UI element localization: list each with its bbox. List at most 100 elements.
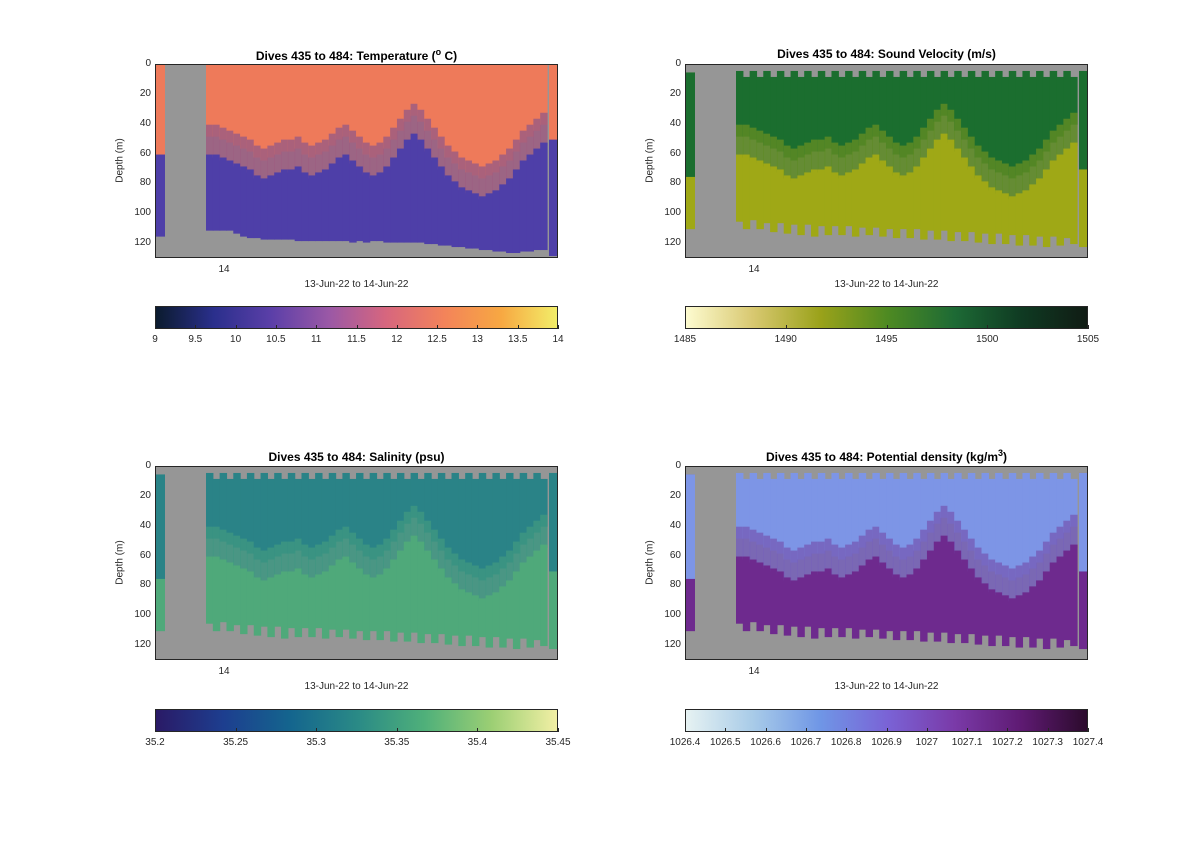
profile-column <box>417 65 425 122</box>
profile-column <box>1036 178 1044 237</box>
colorbar-tick-label: 1026.8 <box>830 737 862 748</box>
colorbar-tick-mark <box>275 325 277 329</box>
profile-transition <box>369 145 378 179</box>
profile-column <box>845 472 853 557</box>
profile-column <box>369 65 378 158</box>
profile-column <box>920 76 928 140</box>
profile-column <box>471 65 480 176</box>
colorbar-tick-label: 1027.2 <box>992 737 1023 748</box>
profile-column <box>328 65 337 146</box>
profile-transition <box>1063 118 1071 152</box>
profile-column <box>763 565 771 626</box>
profile-transition <box>335 127 343 161</box>
profile-column <box>824 76 833 149</box>
profile-transition <box>974 145 983 179</box>
profile-transition <box>267 145 275 179</box>
profile-transition <box>892 544 901 578</box>
profile-transition <box>260 148 268 182</box>
profile-transition <box>1070 514 1078 548</box>
colorbar-tick-label: 1027.3 <box>1032 737 1063 748</box>
profile-column <box>872 472 880 539</box>
profile-column <box>981 583 989 636</box>
profile-column <box>981 70 989 164</box>
profile-column <box>226 160 234 231</box>
y-tick-label: 120 <box>664 639 681 651</box>
profile-transition <box>1049 532 1058 566</box>
profile-column <box>246 472 255 554</box>
profile-column <box>342 154 350 242</box>
profile-column <box>954 148 962 233</box>
profile-transition <box>533 118 541 152</box>
profile-column <box>458 478 466 572</box>
profile-column <box>892 172 901 239</box>
profile-column <box>1022 190 1030 236</box>
profile-column <box>811 169 819 237</box>
profile-column <box>838 76 846 158</box>
profile-transition <box>736 526 744 560</box>
profile-column <box>274 574 282 627</box>
profile-transition <box>817 541 826 575</box>
profile-transition <box>879 130 887 164</box>
profile-transition <box>790 550 798 584</box>
colorbar-tick-mark <box>785 325 787 329</box>
y-tick-label: 80 <box>669 177 681 189</box>
profile-column <box>349 65 357 143</box>
colorbar-tick-label: 35.4 <box>467 737 488 748</box>
profile-column <box>281 169 289 240</box>
profile-column <box>749 472 758 542</box>
profile-transition <box>1008 568 1017 602</box>
y-tick-label: 80 <box>669 579 681 591</box>
profile-column <box>376 65 384 155</box>
colorbar-tick-mark <box>316 325 318 329</box>
profile-transition <box>811 541 819 575</box>
profile-transition <box>817 139 826 173</box>
profile-transition <box>396 520 405 554</box>
colorbar-tick-mark <box>477 728 479 732</box>
profile-column <box>335 157 343 242</box>
profile-transition <box>294 538 303 572</box>
profile-transition <box>485 565 494 599</box>
profile-column <box>961 76 969 140</box>
profile-column <box>1070 142 1078 245</box>
profile-column <box>1015 76 1024 176</box>
profile-transition <box>233 535 241 569</box>
profile-column <box>356 166 364 242</box>
profile-column <box>770 568 778 635</box>
colorbar-tick-label: 9.5 <box>188 334 203 345</box>
profile-column <box>321 478 330 554</box>
profile-transition <box>981 151 989 185</box>
profile-transition <box>281 541 289 575</box>
profile-column <box>858 163 867 228</box>
profile-column <box>736 472 744 539</box>
profile-transition <box>451 151 459 185</box>
profile-column <box>783 478 792 560</box>
profile-transition <box>1022 562 1030 596</box>
profile-column <box>369 175 378 242</box>
profile-column <box>396 472 405 533</box>
profile-column <box>763 472 771 548</box>
profile-transition <box>831 544 839 578</box>
profile-column <box>783 577 792 636</box>
profile-transition <box>756 130 764 164</box>
profile-transition <box>851 541 860 575</box>
colorbar-tick-mark <box>967 728 969 732</box>
profile-transition <box>940 103 949 137</box>
colorbar-tick-mark <box>886 728 888 732</box>
profile-column <box>526 556 534 648</box>
y-tick-label: 80 <box>139 177 151 189</box>
profile-column <box>933 139 942 240</box>
profile-column <box>315 172 323 242</box>
profile-column <box>988 187 996 245</box>
profile-column <box>1036 70 1044 161</box>
profile-transition <box>872 124 880 158</box>
profile-column <box>1063 550 1071 641</box>
profile-transition <box>519 532 528 566</box>
profile-column <box>233 565 241 626</box>
profile-transition <box>499 556 507 590</box>
profile-column <box>301 65 309 155</box>
profile-column <box>967 568 976 635</box>
profile-column <box>246 571 255 626</box>
profile-transition <box>417 511 425 545</box>
profile-column <box>478 472 487 581</box>
profile-transition <box>342 124 350 158</box>
